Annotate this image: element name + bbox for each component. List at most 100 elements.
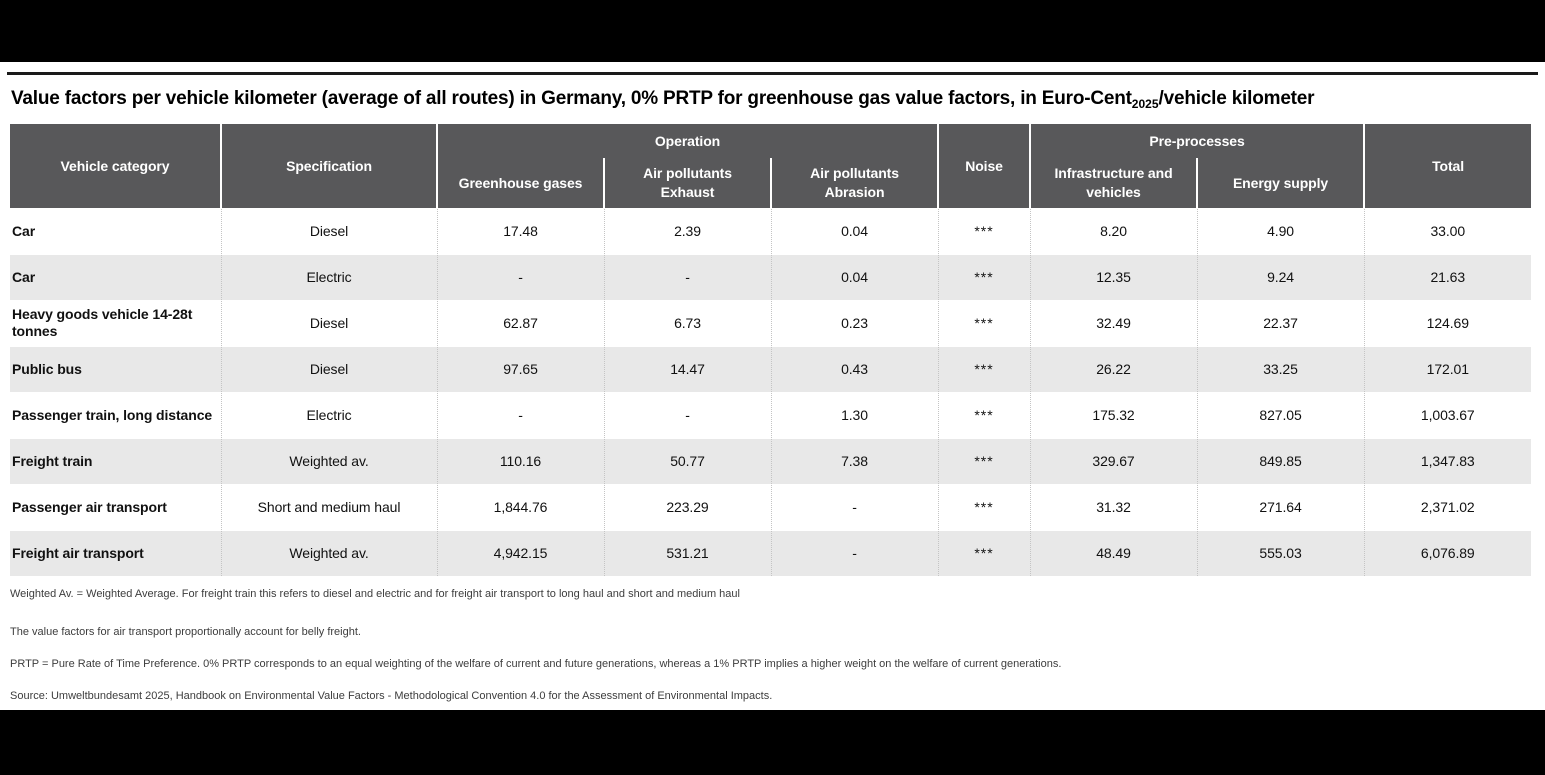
cell-energy-supply: 849.85 — [1196, 438, 1365, 484]
cell-noise: *** — [937, 484, 1031, 530]
table-row: Heavy goods vehicle 14-28t tonnes Diesel… — [10, 300, 1532, 346]
cell-air-pollutants-abrasion: 0.04 — [770, 254, 939, 300]
bottom-black-bar — [0, 710, 1545, 775]
footnote-weighted-average: Weighted Av. = Weighted Average. For fre… — [10, 588, 740, 600]
cell-noise: *** — [937, 530, 1031, 576]
cell-specification: Diesel — [220, 346, 437, 392]
cell-air-pollutants-exhaust: - — [603, 392, 771, 438]
footnote-belly-freight: The value factors for air transport prop… — [10, 626, 361, 638]
cell-energy-supply: 827.05 — [1196, 392, 1365, 438]
col-header-energy-supply: Energy supply — [1196, 158, 1365, 208]
cell-infrastructure-vehicles: 48.49 — [1029, 530, 1198, 576]
cell-air-pollutants-exhaust: 531.21 — [603, 530, 771, 576]
cell-greenhouse-gases: 17.48 — [436, 208, 604, 254]
value-factors-table: Vehicle category Specification Operation… — [10, 124, 1532, 576]
table-row: Freight train Weighted av. 110.16 50.77 … — [10, 438, 1532, 484]
cell-vehicle-category: Freight train — [12, 452, 93, 469]
cell-greenhouse-gases: 110.16 — [436, 438, 604, 484]
cell-total: 33.00 — [1363, 208, 1532, 254]
cell-total: 1,003.67 — [1363, 392, 1532, 438]
title-suffix: /vehicle kilometer — [1158, 88, 1315, 109]
cell-greenhouse-gases: 97.65 — [436, 346, 604, 392]
top-black-bar — [0, 0, 1545, 62]
cell-total: 21.63 — [1363, 254, 1532, 300]
col-header-air-pollutants-abrasion: Air pollutants Abrasion — [769, 158, 939, 208]
cell-air-pollutants-exhaust: 50.77 — [603, 438, 771, 484]
footnotes: Weighted Av. = Weighted Average. For fre… — [10, 588, 1545, 703]
cell-greenhouse-gases: 4,942.15 — [436, 530, 604, 576]
cell-infrastructure-vehicles: 12.35 — [1029, 254, 1198, 300]
cell-total: 6,076.89 — [1363, 530, 1532, 576]
cell-infrastructure-vehicles: 32.49 — [1029, 300, 1198, 346]
table-row: Car Electric - - 0.04 *** 12.35 9.24 21.… — [10, 254, 1532, 300]
cell-energy-supply: 271.64 — [1196, 484, 1365, 530]
cell-energy-supply: 555.03 — [1196, 530, 1365, 576]
col-header-greenhouse-gases: Greenhouse gases — [436, 158, 604, 208]
cell-noise: *** — [937, 346, 1031, 392]
group-header-operation: Operation — [435, 124, 939, 158]
title-rule — [7, 72, 1538, 75]
table-row: Public bus Diesel 97.65 14.47 0.43 *** 2… — [10, 346, 1532, 392]
cell-noise: *** — [937, 208, 1031, 254]
cell-specification: Electric — [220, 392, 437, 438]
cell-noise: *** — [937, 392, 1031, 438]
col-header-infrastructure-vehicles: Infrastructure and vehicles — [1029, 158, 1198, 208]
cell-air-pollutants-abrasion: 1.30 — [770, 392, 939, 438]
cell-vehicle-category: Passenger train, long distance — [12, 406, 213, 423]
cell-air-pollutants-abrasion: 0.43 — [770, 346, 939, 392]
col-header-air-pollutants-exhaust: Air pollutants Exhaust — [603, 158, 771, 208]
cell-total: 172.01 — [1363, 346, 1532, 392]
col-header-total: Total — [1363, 124, 1532, 208]
title-year-subscript: 2025 — [1131, 97, 1159, 111]
col-header-vehicle-category: Vehicle category — [10, 124, 221, 208]
cell-air-pollutants-abrasion: 0.23 — [770, 300, 939, 346]
cell-noise: *** — [937, 438, 1031, 484]
cell-air-pollutants-exhaust: 2.39 — [603, 208, 771, 254]
cell-vehicle-category: Freight air transport — [12, 544, 144, 561]
col-header-specification: Specification — [220, 124, 437, 208]
cell-energy-supply: 9.24 — [1196, 254, 1365, 300]
cell-total: 124.69 — [1363, 300, 1532, 346]
cell-energy-supply: 33.25 — [1196, 346, 1365, 392]
content-area: Value factors per vehicle kilometer (ave… — [0, 62, 1545, 722]
title-prefix: Value factors per vehicle kilometer (ave… — [11, 88, 1132, 109]
cell-greenhouse-gases: - — [436, 392, 604, 438]
group-header-preprocesses: Pre-processes — [1029, 124, 1365, 158]
cell-air-pollutants-abrasion: - — [770, 484, 939, 530]
cell-energy-supply: 22.37 — [1196, 300, 1365, 346]
cell-greenhouse-gases: - — [436, 254, 604, 300]
table-row: Car Diesel 17.48 2.39 0.04 *** 8.20 4.90… — [10, 208, 1532, 254]
page-title: Value factors per vehicle kilometer (ave… — [11, 88, 1545, 111]
cell-vehicle-category: Car — [12, 222, 36, 239]
cell-infrastructure-vehicles: 26.22 — [1029, 346, 1198, 392]
cell-specification: Short and medium haul — [220, 484, 437, 530]
cell-total: 1,347.83 — [1363, 438, 1532, 484]
cell-noise: *** — [937, 254, 1031, 300]
cell-infrastructure-vehicles: 175.32 — [1029, 392, 1198, 438]
cell-air-pollutants-abrasion: - — [770, 530, 939, 576]
cell-specification: Weighted av. — [220, 438, 437, 484]
cell-air-pollutants-exhaust: 6.73 — [603, 300, 771, 346]
cell-greenhouse-gases: 1,844.76 — [436, 484, 604, 530]
footnote-prtp-definition: PRTP = Pure Rate of Time Preference. 0% … — [10, 658, 1062, 670]
cell-air-pollutants-abrasion: 7.38 — [770, 438, 939, 484]
cell-vehicle-category: Car — [12, 268, 36, 285]
table-row: Passenger train, long distance Electric … — [10, 392, 1532, 438]
cell-infrastructure-vehicles: 329.67 — [1029, 438, 1198, 484]
table-row: Passenger air transport Short and medium… — [10, 484, 1532, 530]
cell-specification: Weighted av. — [220, 530, 437, 576]
cell-infrastructure-vehicles: 31.32 — [1029, 484, 1198, 530]
footnote-source: Source: Umweltbundesamt 2025, Handbook o… — [10, 690, 773, 702]
cell-air-pollutants-abrasion: 0.04 — [770, 208, 939, 254]
cell-total: 2,371.02 — [1363, 484, 1532, 530]
cell-air-pollutants-exhaust: 223.29 — [603, 484, 771, 530]
table-row: Freight air transport Weighted av. 4,942… — [10, 530, 1532, 576]
cell-energy-supply: 4.90 — [1196, 208, 1365, 254]
cell-vehicle-category: Public bus — [12, 360, 82, 377]
col-header-noise: Noise — [937, 124, 1031, 208]
cell-infrastructure-vehicles: 8.20 — [1029, 208, 1198, 254]
cell-greenhouse-gases: 62.87 — [436, 300, 604, 346]
cell-vehicle-category: Passenger air transport — [12, 498, 167, 515]
cell-specification: Diesel — [220, 208, 437, 254]
